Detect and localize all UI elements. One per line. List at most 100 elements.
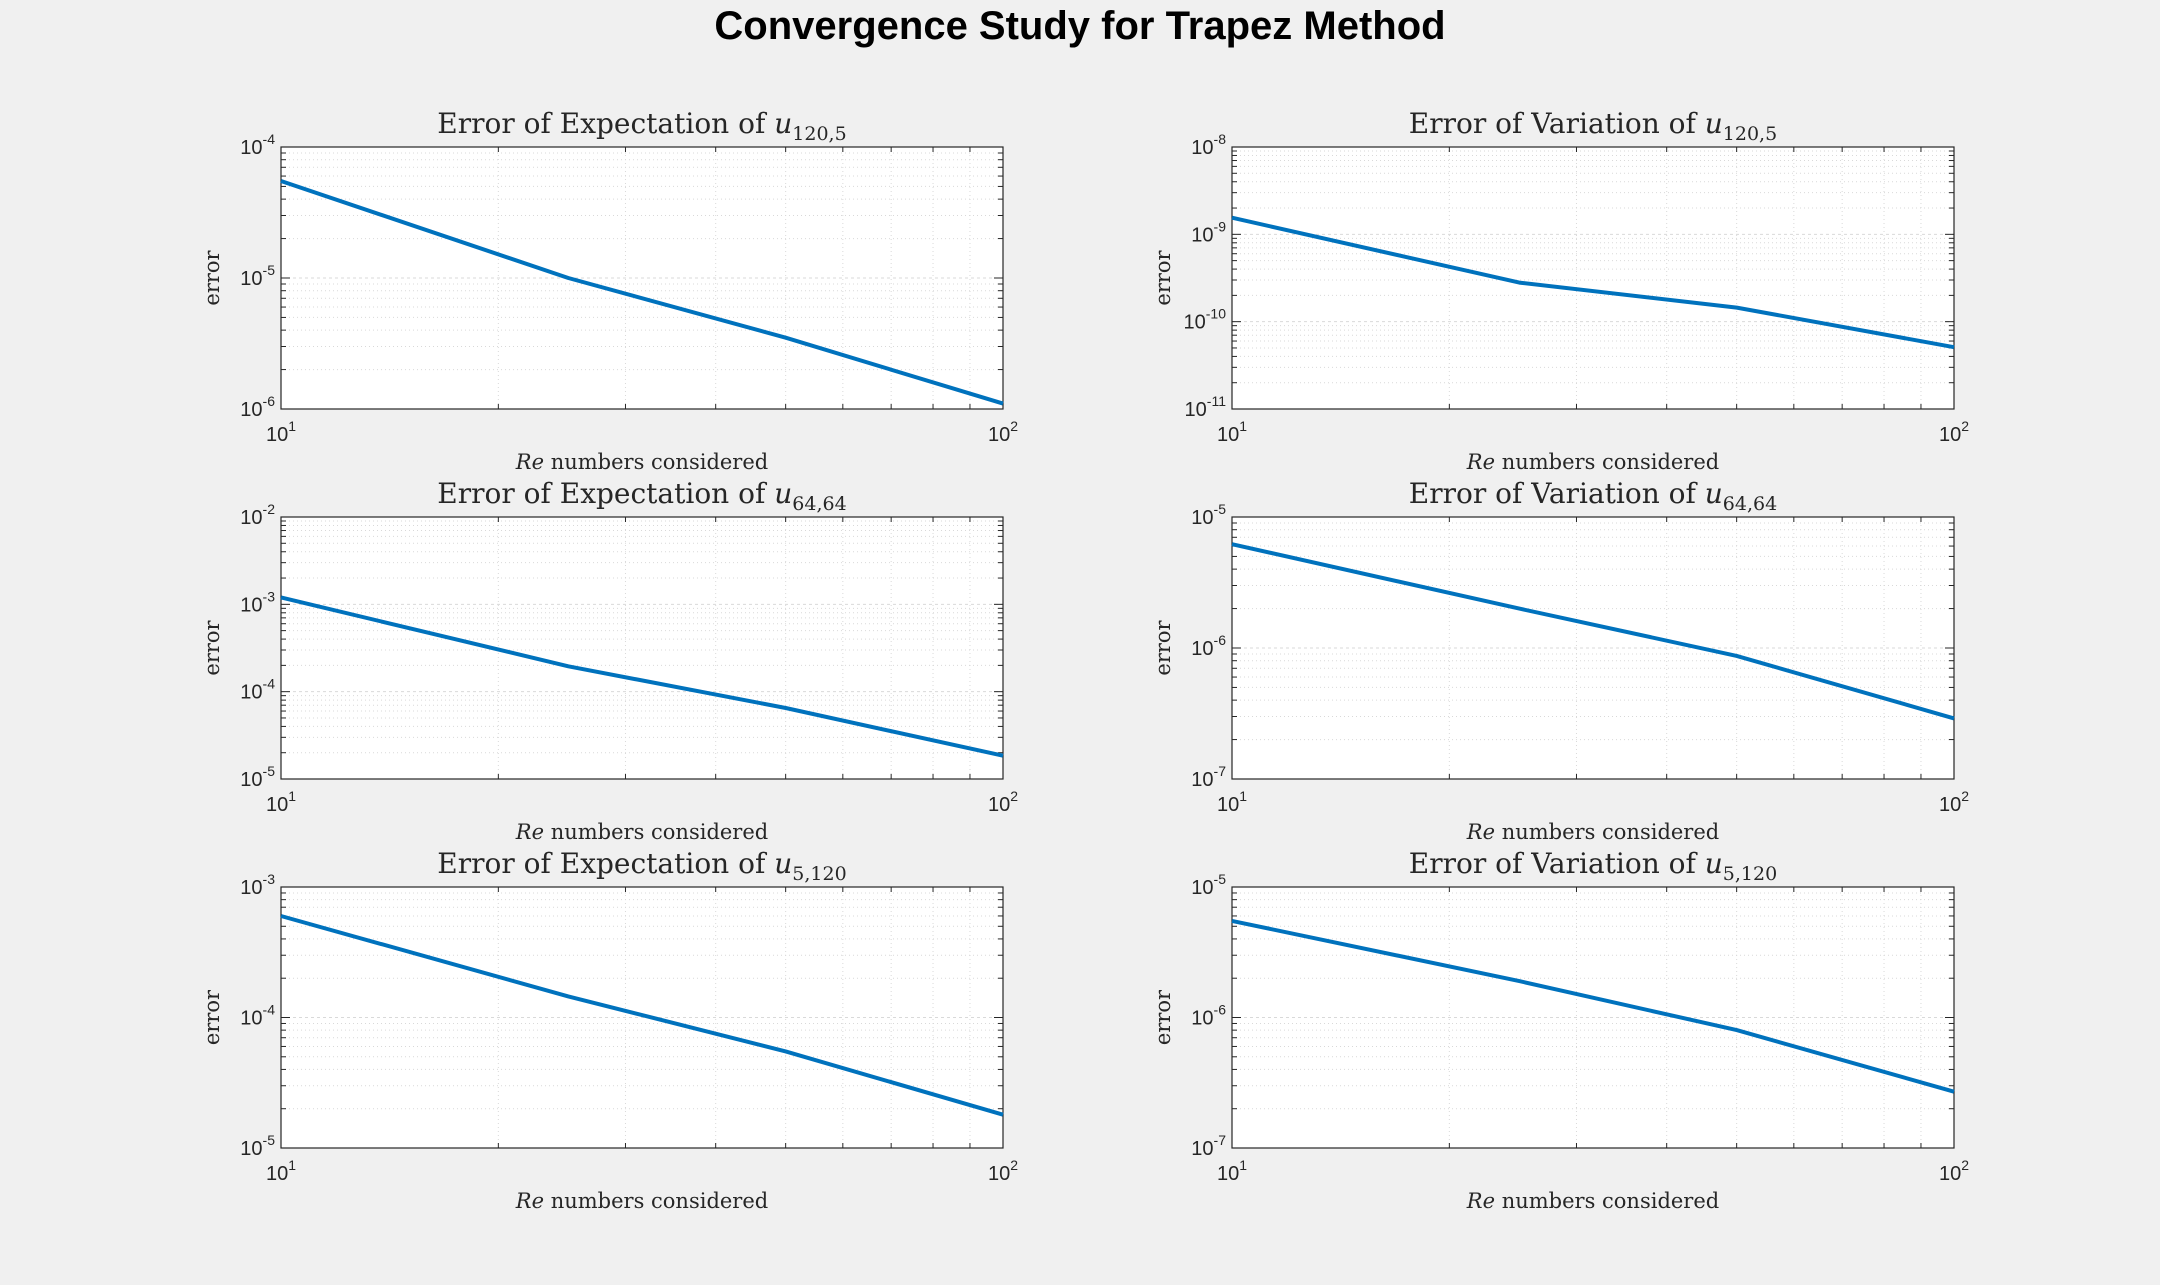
x-tick-label: 102 [1939, 788, 1969, 816]
y-tick-label: 10-5 [240, 262, 275, 290]
tick-base: 10 [240, 594, 262, 616]
x-tick-label: 101 [1217, 788, 1247, 816]
tick-exponent: -6 [1214, 1002, 1227, 1018]
axes-frame [280, 146, 1004, 410]
y-tick-label: 10-8 [1191, 131, 1226, 159]
y-tick-label: 10-6 [1191, 1002, 1226, 1030]
axes-background [1232, 147, 1954, 409]
y-tick-label: 10-4 [240, 131, 275, 159]
x-axis-label: Re numbers considered [515, 1189, 768, 1213]
tick-base: 10 [266, 424, 288, 446]
title-text: Error of Variation of [1409, 847, 1705, 880]
series-line [280, 179, 1004, 406]
tick-base: 10 [1939, 1163, 1961, 1185]
title-subscript: 5,120 [792, 863, 846, 885]
tick-base: 10 [240, 877, 262, 899]
series-line [1231, 918, 1955, 1094]
tick-base: 10 [1191, 638, 1213, 660]
tick-exponent: -11 [1207, 393, 1226, 409]
tick-base: 10 [1217, 1163, 1239, 1185]
x-axis-label: Re numbers considered [1466, 820, 1719, 844]
title-text: Error of Variation of [1409, 477, 1705, 510]
series-line [280, 595, 1004, 758]
tick-exponent: -5 [263, 262, 276, 278]
axes-frame [1231, 146, 1955, 410]
tick-exponent: -4 [263, 1002, 276, 1018]
x-tick-label: 102 [988, 788, 1018, 816]
y-tick-label: 10-4 [240, 1002, 275, 1030]
x-tick-label: 101 [266, 788, 296, 816]
x-axis-label: Re numbers considered [1466, 1189, 1719, 1213]
tick-base: 10 [1191, 1138, 1213, 1160]
y-tick-label: 10-6 [1191, 632, 1226, 660]
tick-base: 10 [240, 268, 262, 290]
tick-base: 10 [988, 794, 1010, 816]
x-tick-label: 102 [988, 418, 1018, 446]
axes-frame [280, 516, 1004, 780]
tick-exponent: -7 [1214, 1132, 1227, 1148]
tick-base: 10 [240, 399, 262, 421]
y-tick-label: 10-5 [1191, 501, 1226, 529]
tick-base: 10 [240, 1138, 262, 1160]
x-axis-label-variable: Re [1466, 1189, 1495, 1213]
tick-exponent: 1 [1239, 788, 1247, 804]
tick-exponent: -3 [263, 871, 276, 887]
subplot-title: Error of Variation of u64,64 [1409, 477, 1777, 515]
series-line [1231, 215, 1955, 350]
tick-base: 10 [1184, 312, 1206, 334]
axes-frame [1231, 516, 1955, 780]
tick-base: 10 [240, 682, 262, 704]
tick-base: 10 [240, 507, 262, 529]
x-axis-label-variable: Re [1466, 450, 1495, 474]
subplot-title: Error of Expectation of u5,120 [437, 847, 846, 885]
subplot-title: Error of Variation of u5,120 [1409, 847, 1777, 885]
tick-exponent: 2 [1010, 788, 1018, 804]
x-axis-label-text: numbers considered [544, 450, 768, 474]
x-tick-label: 102 [1939, 418, 1969, 446]
x-axis-label-text: numbers considered [1495, 1189, 1719, 1213]
title-subscript: 120,5 [1723, 123, 1777, 145]
y-tick-label: 10-6 [240, 393, 275, 421]
axes-frame [1231, 886, 1955, 1149]
tick-base: 10 [1191, 137, 1213, 159]
title-text: Error of Expectation of [437, 107, 774, 140]
x-axis-label-variable: Re [515, 1189, 544, 1213]
tick-base: 10 [1185, 399, 1207, 421]
title-variable: u [1705, 847, 1723, 880]
tick-base: 10 [240, 769, 262, 791]
tick-exponent: 1 [288, 788, 296, 804]
title-subscript: 64,64 [792, 493, 846, 515]
x-axis-label-variable: Re [515, 820, 544, 844]
tick-base: 10 [266, 1163, 288, 1185]
figure-title: Convergence Study for Trapez Method [714, 4, 1446, 48]
tick-exponent: -8 [1214, 131, 1227, 147]
y-tick-label: 10-11 [1185, 393, 1227, 421]
tick-base: 10 [988, 424, 1010, 446]
tick-exponent: 1 [288, 1157, 296, 1173]
title-variable: u [774, 847, 792, 880]
axes-frame [280, 886, 1004, 1149]
title-text: Error of Expectation of [437, 477, 774, 510]
y-tick-label: 10-3 [240, 588, 275, 616]
title-variable: u [1705, 107, 1723, 140]
tick-base: 10 [266, 794, 288, 816]
tick-exponent: 1 [288, 418, 296, 434]
x-tick-label: 102 [988, 1157, 1018, 1185]
y-axis-label: error [1151, 619, 1175, 675]
x-tick-label: 102 [1939, 1157, 1969, 1185]
series-line [280, 914, 1004, 1117]
tick-exponent: -5 [1214, 871, 1227, 887]
y-tick-label: 10-9 [1191, 218, 1226, 246]
title-text: Error of Expectation of [437, 847, 774, 880]
y-tick-label: 10-2 [240, 501, 275, 529]
y-axis-label: error [1151, 249, 1175, 305]
tick-exponent: -3 [263, 588, 276, 604]
tick-base: 10 [1217, 794, 1239, 816]
y-tick-label: 10-5 [1191, 871, 1226, 899]
y-tick-label: 10-7 [1191, 1132, 1226, 1160]
tick-exponent: 1 [1239, 418, 1247, 434]
